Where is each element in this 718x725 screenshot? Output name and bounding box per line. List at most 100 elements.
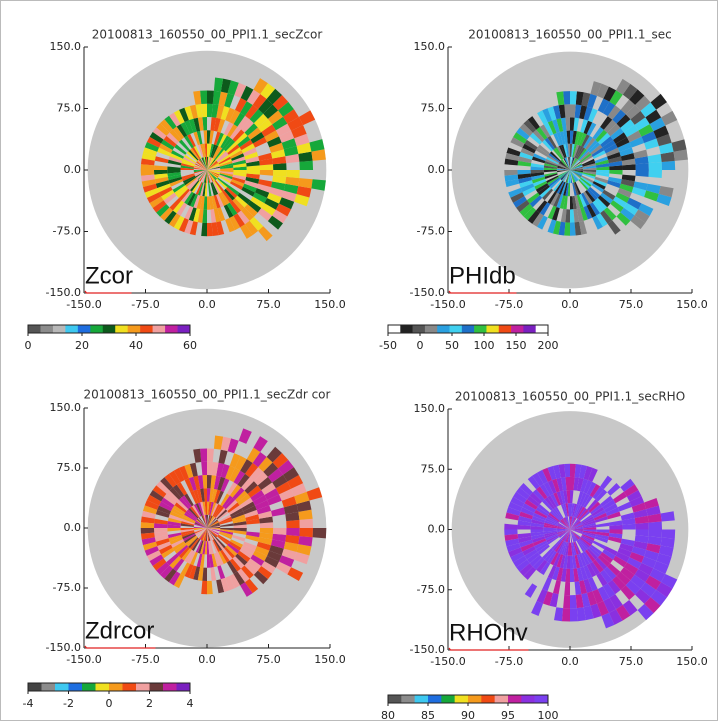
radar-echo: [267, 215, 284, 230]
radar-echo: [592, 200, 604, 214]
radar-echo: [570, 170, 581, 179]
radar-echo: [207, 524, 221, 528]
radar-echo: [510, 192, 525, 203]
radar-echo: [660, 511, 675, 522]
radar-echo: [312, 528, 327, 539]
radar-echo: [217, 534, 230, 544]
panel-label: PHIdb: [449, 262, 516, 289]
radar-echo: [560, 159, 570, 170]
radar-echo: [634, 568, 650, 583]
radar-echo: [229, 126, 242, 140]
radar-echo: [203, 170, 207, 184]
radar-echo: [233, 213, 246, 228]
radar-echo: [245, 514, 260, 522]
radar-echo: [142, 505, 158, 515]
radar-echo: [603, 86, 617, 102]
radar-echo: [214, 180, 225, 192]
radar-echo: [184, 564, 194, 578]
radar-echo: [191, 505, 201, 518]
radar-echo: [239, 139, 253, 151]
radar-echo: [635, 170, 649, 177]
radar-echo: [256, 541, 272, 551]
y-tick-label: -150.0: [46, 641, 81, 654]
radar-echo: [572, 503, 577, 517]
y-tick-label: 150.0: [50, 401, 82, 414]
radar-echo: [153, 170, 168, 175]
radar-echo: [202, 501, 206, 515]
radar-echo: [156, 481, 170, 494]
radar-echo: [233, 571, 246, 586]
radar-echo: [250, 489, 265, 502]
radar-echo: [600, 569, 613, 584]
radar-echo: [166, 490, 179, 503]
radar-echo: [207, 170, 220, 176]
radar-echo: [623, 202, 639, 216]
radar-echo: [203, 130, 207, 144]
radar-echo: [576, 554, 584, 568]
radar-echo: [547, 106, 557, 121]
radar-echo: [205, 156, 207, 170]
radar-echo: [573, 117, 580, 132]
radar-echo: [207, 157, 212, 170]
radar-echo: [581, 92, 591, 107]
radar-echo: [253, 471, 268, 486]
radar-echo: [140, 174, 155, 182]
radar-echo: [626, 130, 642, 143]
radar-echo: [573, 541, 579, 555]
radar-echo: [198, 159, 207, 170]
radar-echo: [570, 476, 575, 491]
radar-echo: [596, 529, 610, 533]
radar-echo: [172, 484, 185, 498]
radar-echo: [570, 518, 579, 530]
radar-echo: [271, 149, 286, 159]
radar-echo: [583, 170, 597, 173]
radar-echo: [193, 528, 207, 530]
colorbar-cell: [498, 325, 512, 333]
radar-echo: [178, 139, 190, 152]
radar-echo: [597, 132, 611, 145]
radar-echo: [168, 470, 181, 485]
radar-echo: [217, 535, 229, 546]
radar-echo: [193, 475, 201, 490]
radar-echo: [220, 463, 230, 479]
radar-echo: [182, 514, 196, 523]
radar-echo: [207, 554, 211, 568]
radar-echo: [570, 490, 574, 504]
radar-echo: [570, 529, 575, 543]
radar-echo: [173, 109, 185, 125]
radar-echo: [181, 173, 195, 180]
radar-echo: [532, 489, 545, 502]
panel-title: 20100813_160550_00_PPI1.1_secZdr cor: [84, 388, 331, 402]
radar-echo: [592, 486, 604, 500]
radar-echo: [583, 191, 593, 205]
radar-echo: [164, 568, 177, 583]
radar-echo: [608, 609, 623, 625]
radar-echo: [558, 170, 570, 178]
radar-echo: [560, 117, 567, 132]
radar-echo: [556, 168, 570, 170]
radar-echo: [193, 208, 201, 223]
colorbar-cell: [149, 683, 164, 691]
radar-echo: [283, 145, 299, 157]
radar-echo: [530, 531, 545, 537]
radar-echo: [534, 509, 548, 519]
radar-echo: [272, 209, 288, 224]
radar-echo: [207, 165, 220, 170]
radar-echo: [575, 146, 584, 159]
radar-echo: [557, 165, 570, 170]
radar-echo: [537, 504, 550, 515]
radar-echo: [252, 494, 268, 506]
radar-echo: [565, 182, 569, 197]
radar-echo: [258, 179, 273, 188]
panel-title: 20100813_160550_00_PPI1.1_secRHO: [455, 390, 685, 404]
radar-echo: [220, 577, 230, 593]
radar-echo: [196, 170, 207, 179]
radar-echo: [229, 573, 241, 589]
colorbar-tick-label: 100: [474, 339, 495, 352]
radar-echo: [549, 151, 561, 162]
radar-echo: [255, 546, 270, 557]
colorbar-cell: [508, 695, 522, 703]
radar-echo: [595, 197, 608, 211]
radar-echo: [531, 519, 545, 525]
radar-echo: [241, 544, 256, 555]
